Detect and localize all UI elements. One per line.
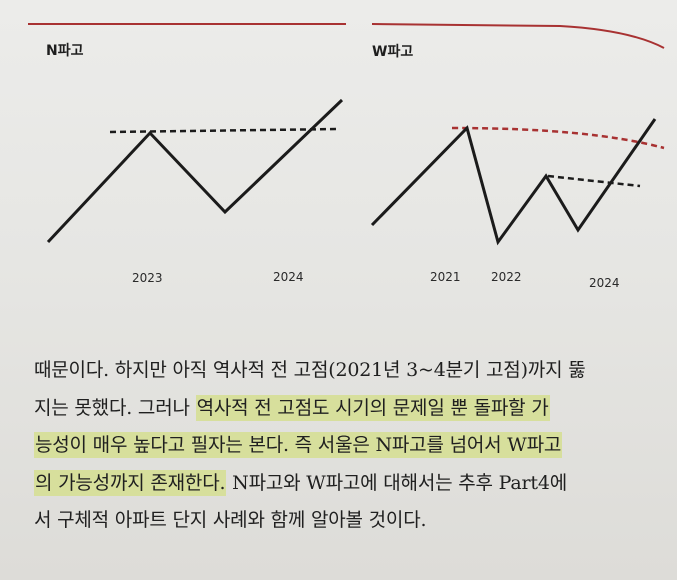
w-wave-year-label: 2021: [430, 270, 461, 284]
body-line: 때문이다. 하지만 아직 역사적 전 고점(2021년 3~4분기 고점)까지 …: [34, 352, 664, 390]
w-wave-resistance-black: [547, 174, 641, 188]
highlighted-text: 역사적 전 고점도 시기의 문제일 뿐 돌파할 가: [195, 394, 550, 421]
n-wave-title: N파고: [46, 43, 84, 59]
highlighted-text: 능성이 매우 높다고 필자는 본다. 즉 서울은 N파고를 넘어서 W파고: [34, 432, 563, 458]
w-wave-year-label: 2024: [589, 276, 620, 290]
body-text-run: N파고와 W파고에 대해서는 추후 Part4에: [226, 471, 567, 494]
body-text-run: 서 구체적 아파트 단지 사례와 함께 알아볼 것이다.: [34, 509, 427, 531]
w-wave-title: W파고: [372, 44, 413, 60]
body-line: 능성이 매우 높다고 필자는 본다. 즉 서울은 N파고를 넘어서 W파고: [34, 427, 664, 465]
body-line: 지는 못했다. 그러나 역사적 전 고점도 시기의 문제일 뿐 돌파할 가: [34, 390, 664, 428]
body-text-run: 지는 못했다. 그러나: [34, 396, 196, 419]
body-line: 의 가능성까지 존재한다. N파고와 W파고에 대해서는 추후 Part4에: [34, 465, 664, 503]
n-wave-price-line: [46, 98, 344, 244]
w-wave-price-line: [370, 118, 657, 246]
n-wave-resistance-line: [109, 127, 341, 134]
w-wave-resistance-red: [451, 126, 665, 150]
body-text: 때문이다. 하지만 아직 역사적 전 고점(2021년 3~4분기 고점)까지 …: [34, 352, 664, 540]
n-wave-year-label: 2024: [273, 270, 304, 284]
body-line: 서 구체적 아파트 단지 사례와 함께 알아볼 것이다.: [34, 502, 664, 540]
w-wave-panel: W파고 2021 2022 2024: [370, 23, 665, 290]
w-wave-year-label: 2022: [491, 270, 522, 284]
n-wave-year-label: 2023: [132, 271, 163, 285]
highlighted-text: 의 가능성까지 존재한다.: [34, 469, 227, 496]
n-wave-panel: N파고 2023 2024: [28, 23, 346, 285]
wave-diagrams: N파고 2023 2024 W파고 2021 2022 2024: [28, 23, 665, 290]
w-wave-top-rule: [371, 23, 665, 49]
body-text-run: 때문이다. 하지만 아직 역사적 전 고점(2021년 3~4분기 고점)까지 …: [34, 359, 586, 381]
